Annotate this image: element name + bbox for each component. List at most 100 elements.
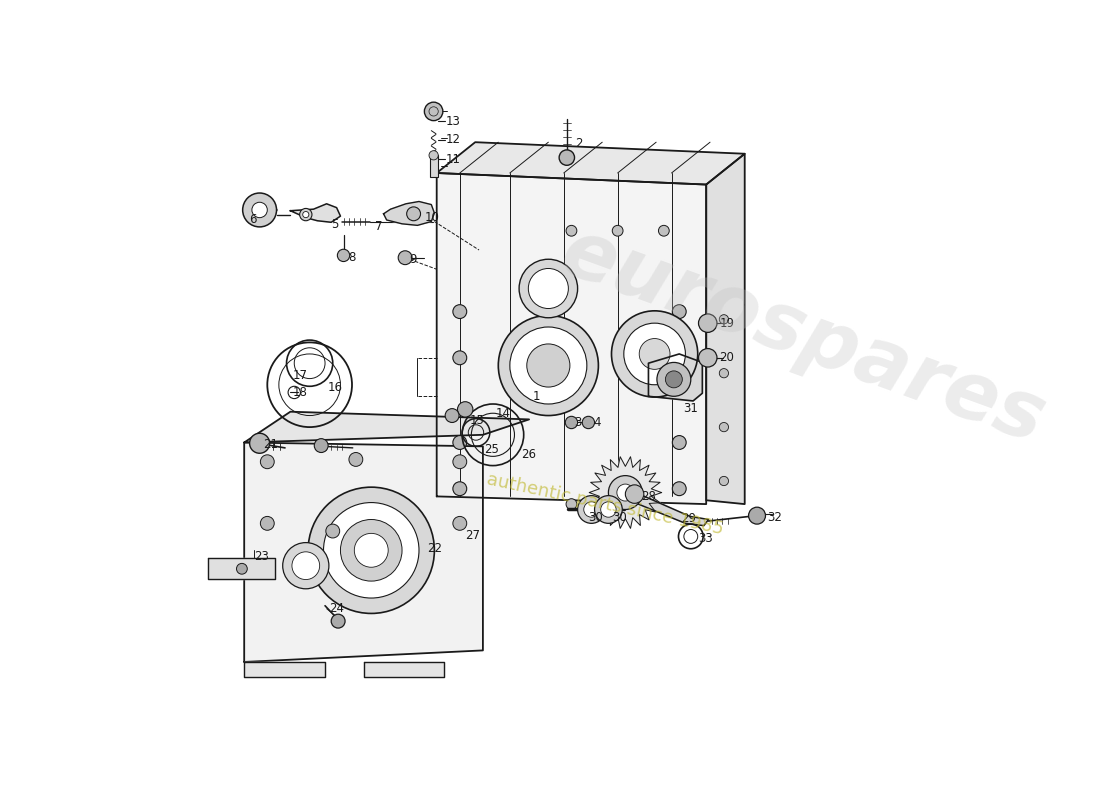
- Polygon shape: [625, 485, 708, 526]
- Text: 3: 3: [574, 416, 581, 429]
- Polygon shape: [208, 558, 275, 578]
- Circle shape: [613, 226, 623, 236]
- Text: 24: 24: [329, 602, 344, 614]
- Circle shape: [624, 323, 685, 385]
- Circle shape: [302, 211, 309, 218]
- Text: 27: 27: [465, 529, 481, 542]
- Text: 1: 1: [534, 390, 540, 403]
- Text: 14: 14: [496, 406, 512, 420]
- Circle shape: [261, 455, 274, 469]
- Circle shape: [453, 517, 466, 530]
- Circle shape: [578, 496, 605, 523]
- Text: 9: 9: [409, 253, 417, 266]
- Text: 28: 28: [640, 490, 656, 503]
- Text: eurospares: eurospares: [550, 212, 1056, 460]
- Text: 21: 21: [264, 438, 278, 450]
- Circle shape: [612, 311, 697, 397]
- Circle shape: [453, 305, 466, 318]
- Circle shape: [566, 226, 576, 236]
- Circle shape: [338, 250, 350, 262]
- Text: 15: 15: [470, 414, 485, 427]
- Text: authentic parts since 1985: authentic parts since 1985: [485, 470, 725, 538]
- Polygon shape: [649, 354, 703, 401]
- Text: 11: 11: [446, 153, 461, 166]
- Circle shape: [458, 402, 473, 417]
- Circle shape: [429, 150, 438, 160]
- Circle shape: [672, 435, 686, 450]
- Circle shape: [719, 476, 728, 486]
- Polygon shape: [363, 662, 444, 678]
- Circle shape: [398, 250, 412, 265]
- Circle shape: [719, 314, 728, 324]
- Circle shape: [639, 338, 670, 370]
- Circle shape: [659, 226, 669, 236]
- Circle shape: [453, 435, 466, 450]
- Text: 8: 8: [348, 251, 355, 264]
- Polygon shape: [437, 173, 706, 504]
- Circle shape: [608, 476, 642, 510]
- Circle shape: [672, 305, 686, 318]
- Circle shape: [283, 542, 329, 589]
- Circle shape: [698, 349, 717, 367]
- Circle shape: [331, 614, 345, 628]
- Circle shape: [315, 438, 328, 453]
- Text: 31: 31: [683, 402, 698, 415]
- Text: 16: 16: [328, 382, 342, 394]
- Circle shape: [666, 371, 682, 388]
- Text: 18: 18: [293, 386, 308, 399]
- Circle shape: [308, 487, 435, 614]
- Text: 25: 25: [484, 443, 499, 456]
- Circle shape: [250, 434, 270, 454]
- Text: 26: 26: [520, 447, 536, 461]
- Text: 20: 20: [719, 351, 734, 364]
- Text: 5: 5: [331, 218, 339, 231]
- Circle shape: [613, 498, 623, 510]
- Polygon shape: [244, 412, 529, 442]
- Circle shape: [601, 502, 616, 517]
- Circle shape: [326, 524, 340, 538]
- Circle shape: [425, 102, 443, 121]
- Circle shape: [446, 409, 459, 422]
- Circle shape: [236, 563, 248, 574]
- Circle shape: [299, 209, 312, 221]
- Circle shape: [498, 315, 598, 415]
- Circle shape: [243, 193, 276, 227]
- Text: 19: 19: [719, 317, 735, 330]
- Circle shape: [510, 327, 587, 404]
- Text: 32: 32: [767, 510, 782, 524]
- Polygon shape: [590, 457, 661, 528]
- Text: 4: 4: [593, 416, 601, 429]
- Text: 22: 22: [427, 542, 442, 555]
- Circle shape: [719, 369, 728, 378]
- Circle shape: [719, 422, 728, 432]
- Circle shape: [519, 259, 578, 318]
- Circle shape: [261, 517, 274, 530]
- Circle shape: [292, 552, 320, 579]
- Text: 23: 23: [254, 550, 270, 563]
- Circle shape: [748, 507, 766, 524]
- Text: 10: 10: [425, 211, 440, 224]
- Circle shape: [453, 351, 466, 365]
- Polygon shape: [244, 442, 483, 662]
- Circle shape: [323, 502, 419, 598]
- Circle shape: [625, 485, 644, 503]
- Circle shape: [354, 534, 388, 567]
- Circle shape: [349, 453, 363, 466]
- Circle shape: [341, 519, 403, 581]
- Circle shape: [584, 502, 600, 517]
- Circle shape: [453, 455, 466, 469]
- Circle shape: [566, 498, 576, 510]
- Circle shape: [672, 482, 686, 496]
- Circle shape: [407, 207, 420, 221]
- Bar: [430, 155, 438, 177]
- Circle shape: [565, 416, 578, 429]
- Circle shape: [527, 344, 570, 387]
- Polygon shape: [706, 154, 745, 504]
- Circle shape: [617, 484, 634, 501]
- Text: 2: 2: [575, 138, 583, 150]
- Text: 30: 30: [613, 510, 627, 524]
- Text: 29: 29: [681, 512, 696, 526]
- Circle shape: [657, 362, 691, 396]
- Circle shape: [672, 343, 686, 357]
- Circle shape: [528, 269, 569, 309]
